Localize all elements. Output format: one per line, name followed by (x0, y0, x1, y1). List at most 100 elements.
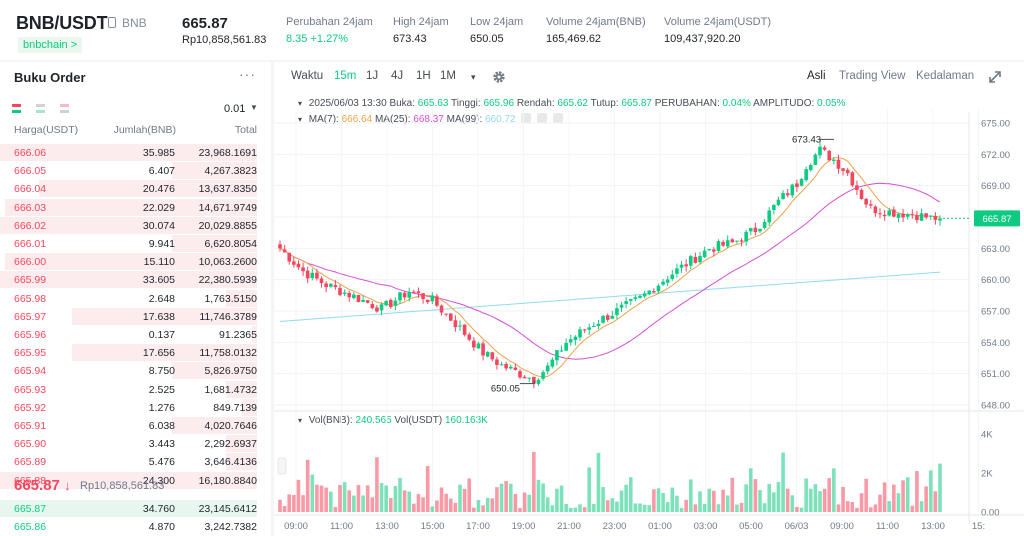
order-amount: 17.656 (142, 347, 175, 360)
chain-tag[interactable]: bnbchain > (18, 37, 83, 53)
volume-bar (412, 503, 416, 512)
candle-body (813, 154, 818, 165)
candle-body (476, 343, 481, 349)
candle-body (799, 179, 804, 186)
candle-body (559, 350, 564, 352)
price-chart[interactable]: 675.00672.00669.00666.00663.00660.00657.… (274, 62, 1024, 536)
candle-body (707, 248, 712, 251)
eye-icon[interactable] (521, 113, 532, 123)
interval-1m[interactable]: 1M (440, 70, 456, 82)
gear-icon[interactable] (492, 70, 506, 84)
volume-bar (827, 478, 832, 512)
ask-row[interactable]: 665.96 0.137 91.2365 (0, 326, 271, 344)
chevron-down-icon[interactable]: ▼ (250, 103, 258, 112)
ask-row[interactable]: 665.93 2.525 1,681.4732 (0, 380, 271, 399)
price-tick: 675.00 (981, 119, 1010, 130)
view-asli[interactable]: Asli (807, 70, 826, 82)
close-icon[interactable] (552, 113, 563, 123)
ma25-label: MA(25): (374, 114, 411, 125)
legend-toggle-icon[interactable]: ▾ (298, 115, 303, 124)
candle-body (619, 304, 624, 308)
volume-bar (707, 488, 712, 512)
ask-row[interactable]: 665.92 1.276 849.7139 (0, 398, 271, 417)
ask-row[interactable]: 666.00 15.110 10,063.2600 (0, 253, 271, 271)
candle-body (850, 172, 855, 186)
candle-body (324, 283, 328, 288)
candle-body (319, 278, 324, 284)
legend-close-label: Tutup: (590, 98, 619, 109)
order-price: 665.93 (14, 383, 47, 396)
order-price: 665.95 (14, 347, 47, 360)
ask-row[interactable]: 666.05 6.407 4,267.3823 (0, 162, 271, 180)
ask-row[interactable]: 666.02 30.074 20,029.8855 (0, 216, 271, 235)
volume-bar (315, 484, 319, 512)
ask-row[interactable]: 666.06 35.985 23,968.1691 (0, 144, 271, 162)
view-trading-view[interactable]: Trading View (839, 70, 906, 82)
candle-body (462, 324, 467, 335)
more-menu-icon[interactable]: ··· (239, 66, 256, 82)
ask-row[interactable]: 665.89 5.476 3,646.4136 (0, 453, 271, 471)
volume-bar (421, 497, 425, 512)
precision-select[interactable]: 0.01 (224, 103, 246, 115)
order-price: 666.00 (14, 256, 47, 269)
layout-bids-icon[interactable] (36, 104, 45, 113)
candle-body (541, 372, 545, 379)
pair-title[interactable]: BNB/USDT (16, 13, 108, 33)
depth-bar (0, 144, 257, 161)
volume-bar (735, 504, 739, 512)
stat-change-value: 8.35 +1.27% (286, 33, 349, 45)
ask-row[interactable]: 665.90 3.443 2,292.6937 (0, 435, 271, 453)
volume-bar (333, 507, 338, 512)
order-price: 666.05 (14, 165, 47, 178)
candle-body (753, 227, 758, 232)
order-amount: 15.110 (143, 256, 175, 269)
ask-row[interactable]: 665.95 17.656 11,758.0132 (0, 344, 271, 362)
interval-1h[interactable]: 1H (416, 70, 431, 82)
stat-low-value: 650.05 (470, 33, 504, 45)
candle-body (675, 268, 679, 274)
ask-row[interactable]: 666.04 20.476 13,637.8350 (0, 180, 271, 198)
legend-amp-label: AMPLITUDO: (753, 98, 815, 109)
volume-tick: 0.00 (981, 508, 1000, 519)
candle-body (841, 168, 845, 171)
mid-price[interactable]: 665.87 ↓ (14, 477, 71, 494)
expand-icon[interactable] (988, 70, 1002, 84)
ask-row[interactable]: 665.94 8.750 5,826.9750 (0, 362, 271, 380)
interval-15m[interactable]: 15m (334, 70, 357, 82)
bid-row[interactable]: 665.87 34.760 23,145.6412 (0, 500, 271, 518)
layout-asks-icon[interactable] (60, 104, 69, 113)
ask-row[interactable]: 666.01 9.941 6,620.8054 (0, 235, 271, 253)
legend-toggle-icon[interactable]: ▾ (298, 99, 303, 108)
layout-both-icon[interactable] (12, 104, 21, 113)
bid-row[interactable]: 665.86 4.870 3,242.7382 (0, 518, 271, 536)
legend-toggle-icon[interactable]: ▾ (298, 416, 303, 425)
candle-body (361, 299, 365, 302)
ask-row[interactable]: 665.98 2.648 1,763.5150 (0, 289, 271, 308)
view-kedalaman[interactable]: Kedalaman (916, 70, 975, 82)
volume-bar (716, 504, 721, 512)
interval-4j[interactable]: 4J (391, 70, 404, 82)
ask-row[interactable]: 665.88 24.300 16,180.8840 (0, 471, 271, 490)
price-tick: 648.00 (981, 401, 1010, 412)
volume-bar (661, 493, 665, 512)
ask-row[interactable]: 665.91 6.038 4,020.7646 (0, 417, 271, 435)
more-intervals-icon[interactable]: ▾ (471, 72, 476, 82)
interval-1j[interactable]: 1J (366, 70, 379, 82)
volume-bar (776, 481, 781, 512)
settings-icon[interactable] (537, 113, 548, 123)
candle-body (555, 350, 559, 361)
candle-body (393, 300, 398, 306)
ask-row[interactable]: 665.99 33.605 22,380.5939 (0, 271, 271, 289)
candle-body (721, 241, 725, 246)
ask-row[interactable]: 665.97 17.638 11,746.3789 (0, 307, 271, 326)
candle-body (439, 305, 444, 313)
order-amount: 3.443 (148, 438, 175, 451)
volume-bar (564, 503, 568, 512)
copy-icon[interactable] (108, 17, 116, 28)
last-price-marker-label: 665.87 (982, 214, 1011, 225)
volume-bar (545, 497, 550, 512)
ask-row[interactable]: 666.03 22.029 14,671.9749 (0, 198, 271, 217)
volume-bar (924, 486, 928, 512)
candle-body (822, 147, 827, 150)
volume-bar (601, 487, 605, 512)
